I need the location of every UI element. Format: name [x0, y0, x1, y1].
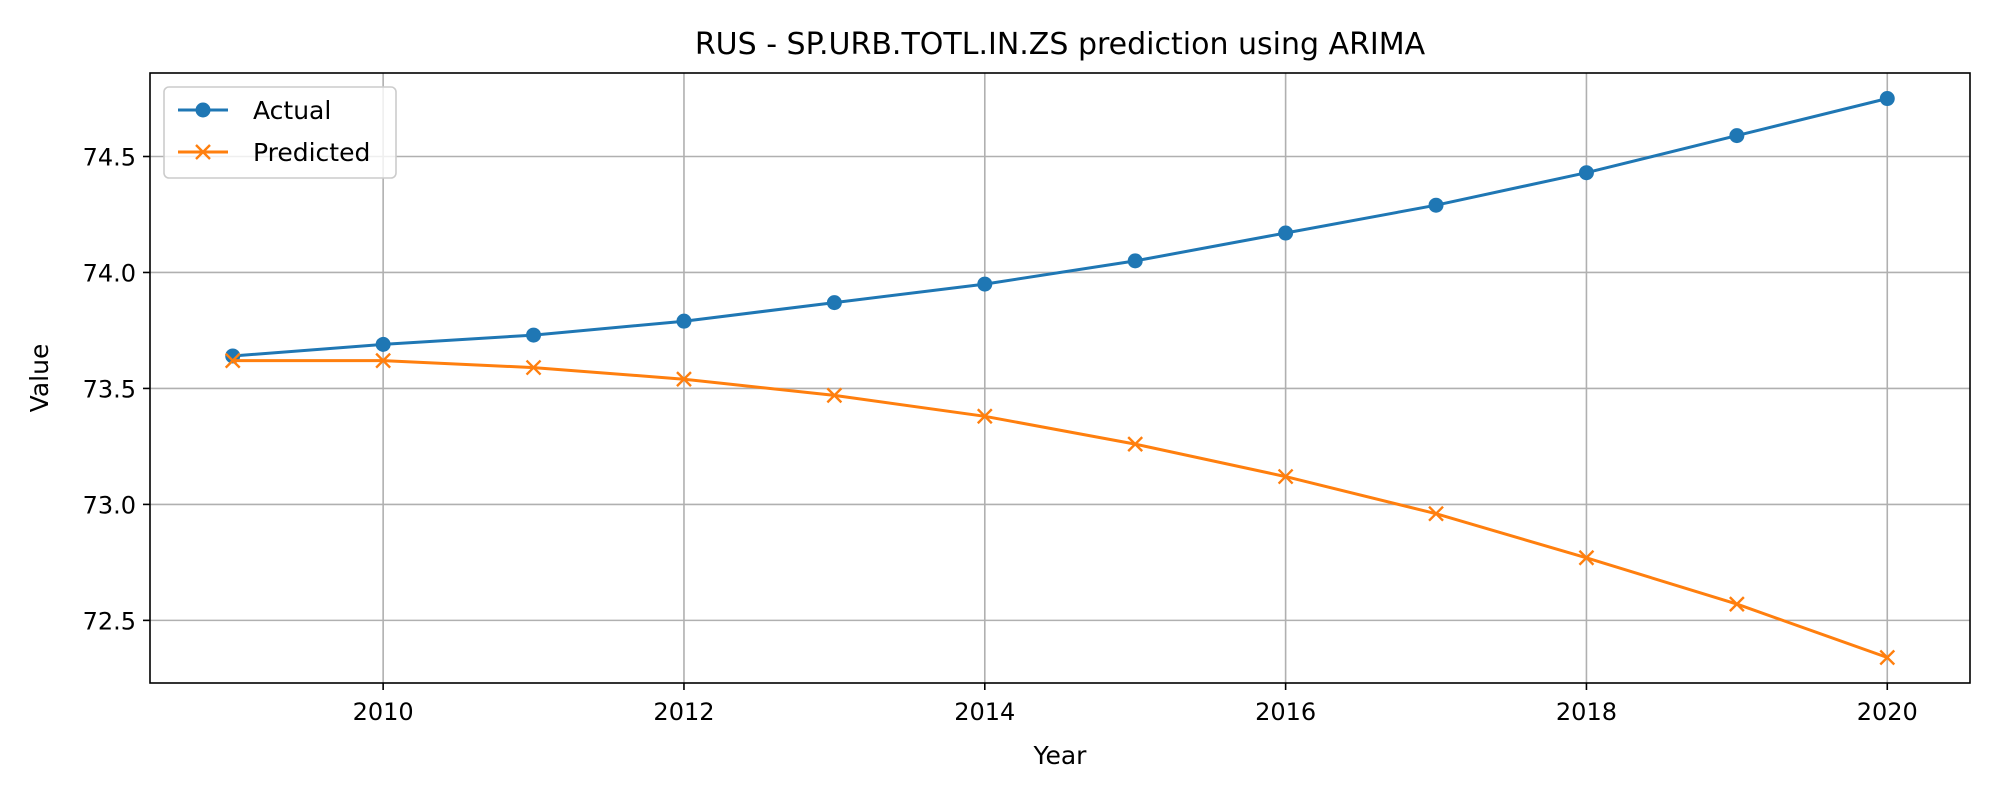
grid	[150, 73, 1970, 683]
y-axis-ticks: 72.5 73.0 73.5 74.0 74.5	[83, 143, 150, 635]
predicted-data-point	[1277, 468, 1294, 485]
y-tick-label: 73.5	[83, 375, 136, 403]
y-tick-label: 74.0	[83, 259, 136, 287]
predicted-data-point	[1428, 505, 1444, 522]
y-tick-label: 74.5	[83, 143, 136, 171]
actual-data-point	[1127, 253, 1143, 269]
actual-series-line	[232, 97, 1888, 358]
plot-frame	[149, 72, 1971, 684]
predicted-data-point	[1879, 649, 1896, 666]
actual-data-point	[375, 336, 391, 352]
predicted-data-point	[826, 387, 843, 404]
actual-data-point	[676, 313, 692, 329]
actual-data-point	[1278, 225, 1294, 241]
predicted-data-point	[1729, 596, 1745, 612]
legend-predicted-marker	[195, 144, 211, 160]
x-tick-label: 2016	[1255, 698, 1316, 726]
x-tick-label: 2014	[954, 698, 1015, 726]
actual-data-point	[1879, 91, 1895, 107]
y-axis-label: Value	[25, 344, 54, 413]
predicted-data-point	[976, 408, 993, 425]
series-layer	[224, 91, 1896, 666]
y-tick-label: 72.5	[83, 607, 136, 635]
predicted-data-point	[1127, 436, 1144, 452]
actual-data-point	[1428, 197, 1444, 213]
x-tick-label: 2010	[353, 698, 414, 726]
predicted-data-point	[525, 359, 542, 376]
predicted-data-point	[676, 371, 692, 388]
legend-actual-marker	[195, 102, 211, 118]
legend: Actual Predicted	[163, 86, 397, 179]
x-tick-label: 2012	[653, 698, 714, 726]
x-axis-label: Year	[1033, 741, 1088, 770]
actual-data-point	[977, 276, 993, 292]
legend-predicted-label: Predicted	[253, 138, 370, 167]
x-axis-ticks: 2010 2012 2014 2016 2018 2020	[353, 683, 1918, 726]
y-tick-label: 73.0	[83, 491, 136, 519]
predicted-series-line	[232, 359, 1888, 659]
actual-data-point	[526, 327, 542, 343]
predicted-data-point	[1578, 549, 1595, 566]
predicted-data-point	[375, 352, 391, 369]
actual-data-point	[1729, 128, 1745, 144]
actual-data-point	[826, 295, 842, 311]
x-tick-label: 2018	[1556, 698, 1617, 726]
legend-actual-label: Actual	[253, 96, 331, 125]
predicted-data-point	[224, 352, 241, 369]
x-tick-label: 2020	[1857, 698, 1918, 726]
chart-title: RUS - SP.URB.TOTL.IN.ZS prediction using…	[695, 27, 1426, 62]
actual-data-point	[1578, 165, 1594, 181]
